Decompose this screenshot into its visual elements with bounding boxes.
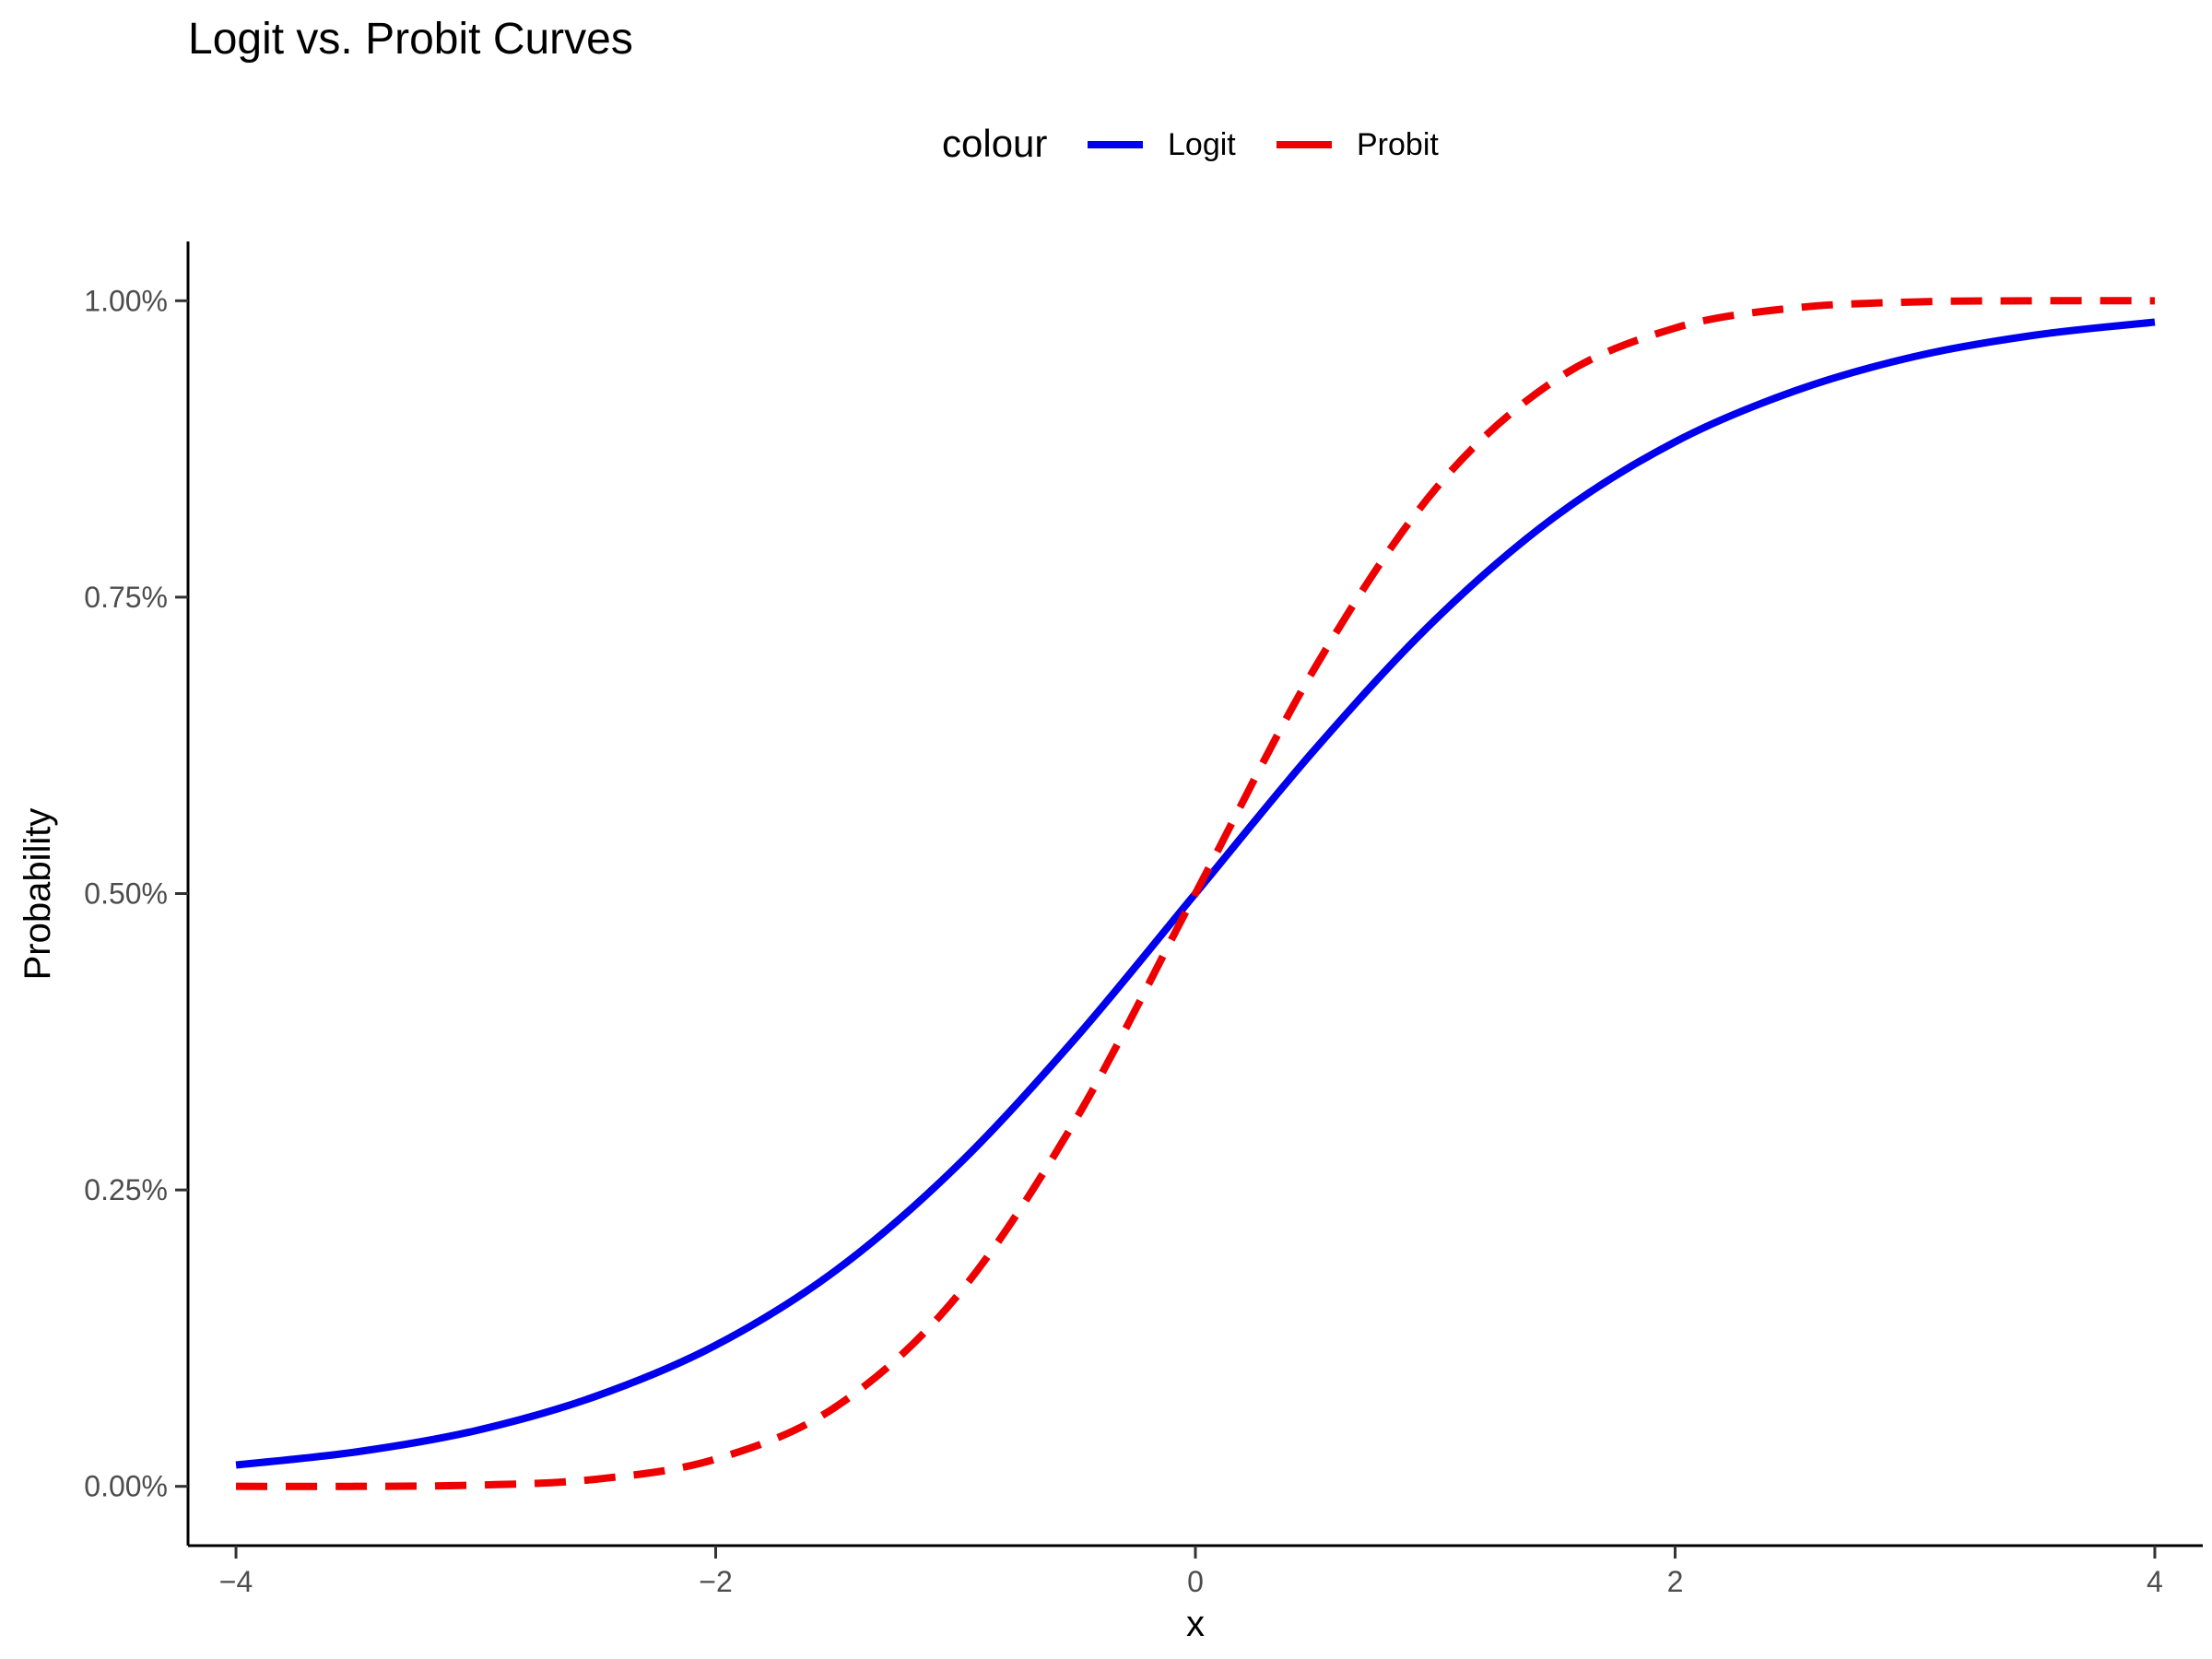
- legend-label-logit: Logit: [1168, 127, 1236, 162]
- y-tick-label: 1.00%: [84, 284, 168, 317]
- series-layer: [235, 297, 2156, 1490]
- legend: colour Logit Probit: [942, 122, 1439, 165]
- x-tick-label: 4: [2147, 1565, 2163, 1598]
- x-ticks: −4 −2 0 2 4: [219, 1546, 2163, 1598]
- chart-title: Logit vs. Probit Curves: [188, 15, 633, 64]
- y-ticks: 0.00% 0.25% 0.50% 0.75% 1.00%: [84, 284, 188, 1503]
- x-tick-label: −4: [219, 1565, 253, 1598]
- x-axis-title: x: [1186, 1604, 1205, 1644]
- y-tick-label: 0.75%: [84, 581, 168, 614]
- y-tick-label: 0.25%: [84, 1173, 168, 1206]
- y-tick-label: 0.50%: [84, 877, 168, 911]
- y-axis-title: Probability: [18, 808, 58, 981]
- x-tick-label: 2: [1667, 1565, 1684, 1598]
- x-tick-label: −2: [699, 1565, 732, 1598]
- legend-title: colour: [942, 122, 1047, 165]
- y-tick-label: 0.00%: [84, 1470, 168, 1503]
- legend-label-probit: Probit: [1357, 127, 1439, 162]
- x-tick-label: 0: [1187, 1565, 1204, 1598]
- series-line-probit: [236, 297, 2155, 1490]
